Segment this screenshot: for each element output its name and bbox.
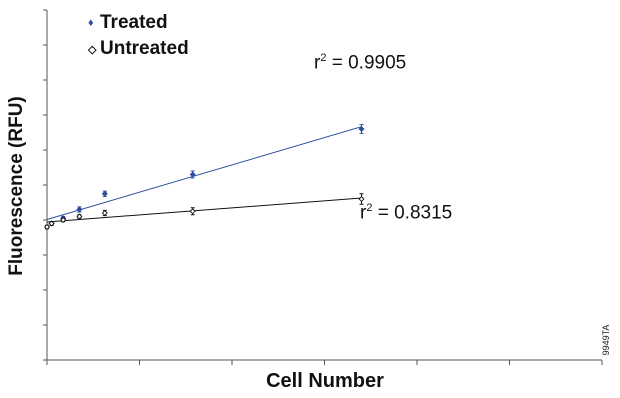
y-axis-label: Fluorescence (RFU)	[6, 96, 27, 276]
treated-r2-annotation: r2 = 0.9905	[314, 52, 406, 74]
untreated-point	[48, 220, 55, 227]
legend-label-untreated: Untreated	[100, 38, 189, 59]
legend-item-treated: ♦ Treated	[88, 10, 189, 36]
treated-r2-value: = 0.9905	[326, 52, 407, 74]
figure-id-wrap: 9949TA	[598, 310, 614, 370]
x-axis-ticks	[46, 360, 603, 365]
untreated-r2-annotation: r2 = 0.8315	[360, 202, 452, 224]
treated-r2-r: r	[314, 52, 321, 74]
legend-marker-untreated: ◇	[88, 43, 97, 56]
treated-fit-line	[46, 126, 362, 220]
untreated-r2-value: = 0.8315	[372, 202, 453, 224]
x-axis-label: Cell Number	[266, 370, 384, 392]
treated-r2-exponent: 2	[320, 52, 327, 64]
figure-id: 9949TA	[601, 324, 611, 356]
treated-point	[76, 206, 83, 213]
legend-label-treated: Treated	[100, 12, 168, 33]
treated-point	[358, 125, 365, 133]
untreated-r2-r: r	[360, 202, 367, 224]
untreated-point	[76, 213, 83, 220]
y-axis-ticks	[43, 9, 47, 361]
treated-point	[189, 171, 196, 178]
untreated-fit-line	[46, 197, 362, 223]
legend-marker-treated: ♦	[88, 17, 94, 29]
data-points	[43, 124, 365, 231]
legend-item-untreated: ◇ Untreated	[88, 36, 189, 62]
treated-point	[101, 190, 108, 197]
untreated-point	[43, 223, 51, 231]
legend: ♦ Treated ◇ Untreated	[88, 10, 189, 62]
untreated-point	[101, 209, 108, 217]
y-axis-label-wrap: Fluorescence (RFU)	[2, 0, 32, 398]
untreated-point	[60, 216, 67, 224]
untreated-point	[358, 195, 365, 203]
untreated-r2-exponent: 2	[366, 202, 373, 214]
untreated-point	[189, 208, 196, 215]
